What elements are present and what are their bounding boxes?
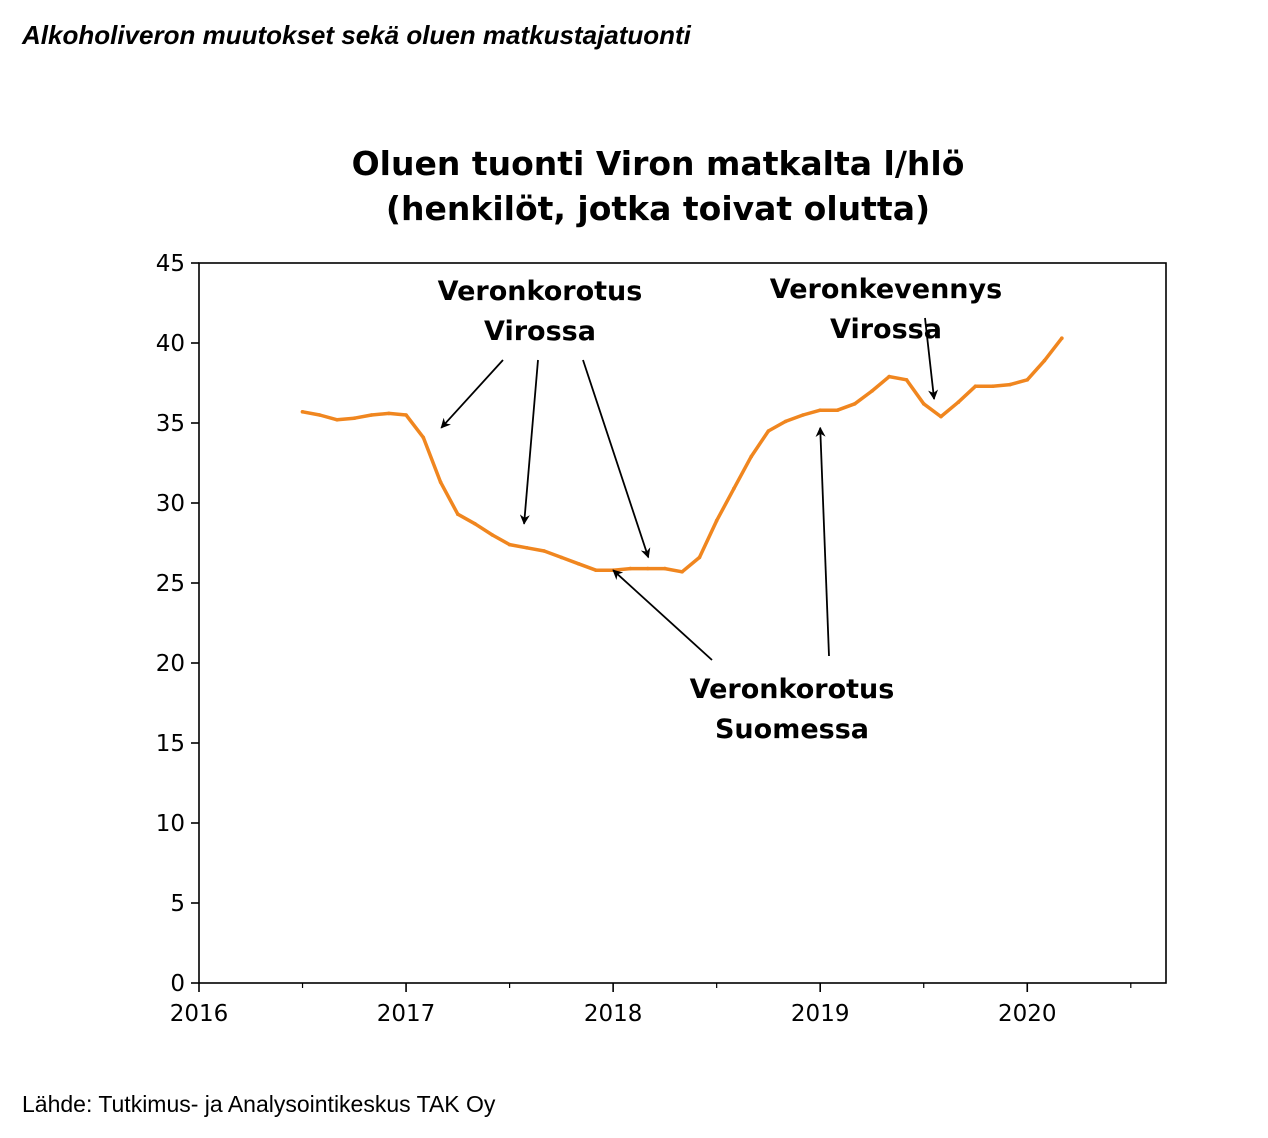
source-note: Lähde: Tutkimus- ja Analysointikeskus TA… — [22, 1091, 496, 1117]
data-point — [369, 413, 374, 417]
data-point — [663, 566, 667, 571]
y-tick-label: 15 — [156, 731, 185, 757]
data-point — [542, 549, 546, 553]
data-point — [559, 555, 564, 560]
y-tick-label: 25 — [156, 571, 185, 597]
data-point — [956, 400, 961, 405]
data-point — [645, 566, 650, 571]
annotation-label: Suomessa — [715, 714, 869, 745]
data-point — [628, 566, 633, 571]
data-point — [456, 512, 460, 516]
y-tick-label: 30 — [156, 491, 185, 517]
y-tick-label: 35 — [156, 411, 185, 437]
series-line — [300, 336, 1064, 574]
data-point — [404, 413, 408, 417]
annotation-arrow — [519, 359, 539, 525]
data-point — [818, 408, 822, 413]
data-point — [438, 480, 443, 485]
data-point — [870, 389, 874, 393]
page-title: Alkoholiveron muutokset sekä oluen matku… — [22, 20, 691, 50]
data-point — [680, 570, 684, 574]
y-tick-label: 20 — [156, 651, 185, 677]
annotation-label: Virossa — [830, 314, 942, 345]
annotation-arrow — [440, 359, 504, 429]
data-point — [714, 518, 719, 523]
data-point — [594, 568, 598, 572]
data-point — [335, 418, 339, 422]
data-point — [1025, 378, 1030, 382]
data-point — [473, 522, 477, 526]
y-tick-label: 0 — [170, 971, 185, 997]
data-point — [507, 542, 512, 547]
data-point — [921, 402, 926, 406]
data-point — [1042, 358, 1047, 363]
data-point — [524, 546, 529, 550]
chart-title-line: (henkilöt, jotka toivat olutta) — [386, 189, 930, 228]
data-point — [421, 435, 426, 440]
data-point — [783, 419, 788, 424]
axes: 0 5 10 15 20 25 30 35 40 45 2016 2017 2018 2019 2020 — [156, 251, 1167, 1027]
x-tick-label: 2020 — [998, 1001, 1057, 1027]
data-point — [904, 378, 909, 382]
data-point — [697, 555, 702, 560]
data-point — [317, 413, 322, 417]
data-point — [1008, 382, 1012, 387]
y-tick-label: 5 — [170, 891, 185, 917]
annotation-label: Virossa — [484, 316, 596, 347]
x-tick-label: 2019 — [791, 1001, 850, 1027]
data-point — [835, 408, 840, 413]
data-point — [801, 413, 805, 417]
x-tick-label: 2017 — [377, 1001, 436, 1027]
annotation-arrow — [815, 426, 830, 657]
chart-title-line: Oluen tuonti Viron matkalta l/hlö — [352, 144, 965, 183]
annotation-arrow — [612, 569, 713, 661]
data-point — [990, 384, 995, 389]
data-point — [352, 416, 357, 421]
data-point — [939, 414, 943, 419]
data-point — [490, 533, 495, 537]
x-tick-label: 2018 — [584, 1001, 643, 1027]
annotation-label: Veronkorotus — [690, 674, 895, 705]
x-tick-label: 2016 — [170, 1001, 229, 1027]
data-point — [732, 486, 736, 491]
data-point — [973, 384, 978, 389]
chart-title-group: Oluen tuonti Viron matkalta l/hlö (henkil… — [352, 144, 965, 228]
data-point — [1060, 336, 1064, 341]
y-tick-label: 40 — [156, 331, 185, 357]
y-tick-label: 10 — [156, 811, 185, 837]
data-point — [887, 374, 891, 379]
data-point — [387, 411, 391, 416]
annotation-arrow — [582, 359, 651, 559]
annotation-label: Veronkevennys — [770, 274, 1002, 305]
plot-frame — [198, 262, 1167, 984]
data-point — [300, 410, 305, 414]
data-point — [749, 454, 754, 459]
data-point — [766, 429, 771, 433]
data-point — [852, 402, 857, 406]
annotation-label: Veronkorotus — [438, 276, 643, 307]
data-point — [576, 562, 581, 566]
annotation-arrow — [924, 317, 939, 400]
annotations: Veronkorotus Virossa Veronkorotus Suomessa V… — [438, 274, 1003, 745]
series-group — [300, 336, 1064, 574]
y-tick-label: 45 — [156, 251, 185, 277]
